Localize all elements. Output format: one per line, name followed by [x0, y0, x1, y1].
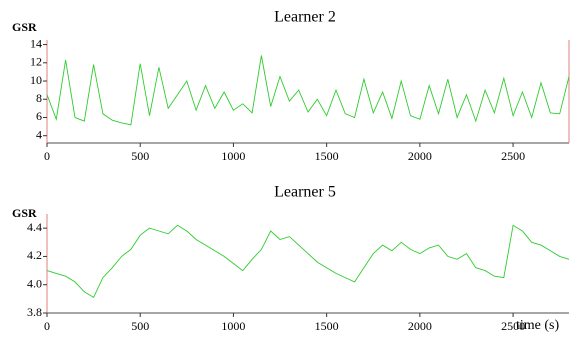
x-tick-label: 2000 — [408, 319, 432, 333]
x-tick-label: 500 — [131, 149, 149, 163]
chart-title: Learner 5 — [274, 184, 336, 201]
x-tick-label: 1000 — [221, 319, 245, 333]
x-tick-label: 1500 — [315, 149, 339, 163]
x-tick-label: 0 — [44, 319, 50, 333]
y-axis-label: GSR — [12, 20, 37, 34]
y-tick-label: 14 — [30, 36, 42, 50]
y-tick-label: 10 — [30, 73, 42, 87]
x-tick-label: 2500 — [501, 149, 525, 163]
y-tick-label: 3.8 — [27, 305, 42, 319]
x-tick-label: 2000 — [408, 149, 432, 163]
data-line — [46, 224, 570, 299]
y-tick-label: 4.4 — [27, 220, 42, 234]
y-tick-label: 6 — [36, 109, 42, 123]
y-tick-label: 4.2 — [27, 248, 42, 262]
x-axis-label: time (s) — [516, 318, 559, 333]
data-line — [46, 55, 570, 126]
y-axis-label: GSR — [12, 206, 37, 220]
y-tick-label: 8 — [36, 91, 42, 105]
x-tick-label: 500 — [131, 319, 149, 333]
y-tick-label: 4.0 — [27, 276, 42, 290]
chart-title: Learner 2 — [274, 9, 336, 26]
y-tick-label: 4 — [36, 127, 42, 141]
x-tick-label: 2500 — [501, 319, 525, 333]
x-tick-label: 0 — [44, 149, 50, 163]
x-tick-label: 1500 — [315, 319, 339, 333]
x-tick-label: 1000 — [221, 149, 245, 163]
y-tick-label: 12 — [30, 55, 42, 69]
